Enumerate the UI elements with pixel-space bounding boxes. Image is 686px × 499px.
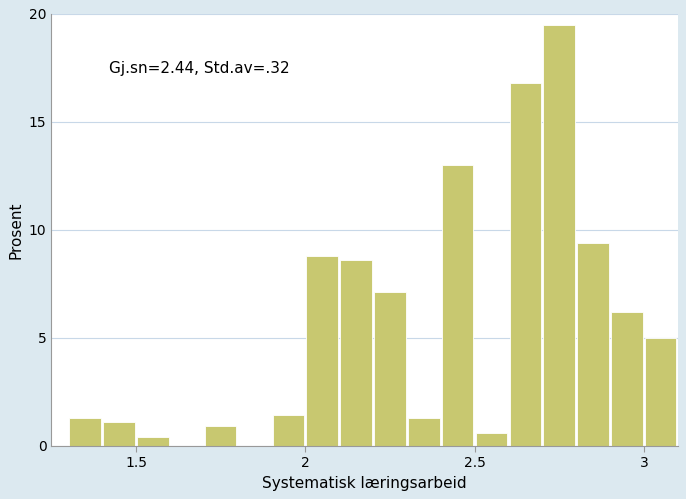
- Bar: [374, 292, 405, 446]
- Y-axis label: Prosent: Prosent: [8, 201, 23, 258]
- Text: Gj.sn=2.44, Std.av=.32: Gj.sn=2.44, Std.av=.32: [109, 61, 289, 76]
- Bar: [272, 416, 304, 446]
- Bar: [137, 437, 169, 446]
- Bar: [543, 24, 575, 446]
- Bar: [307, 255, 338, 446]
- Bar: [442, 165, 473, 446]
- Bar: [205, 426, 237, 446]
- Bar: [611, 312, 643, 446]
- Bar: [104, 422, 135, 446]
- Bar: [578, 243, 608, 446]
- Bar: [408, 418, 440, 446]
- Bar: [510, 83, 541, 446]
- Bar: [475, 433, 507, 446]
- Bar: [340, 260, 372, 446]
- Bar: [69, 418, 101, 446]
- Bar: [645, 338, 676, 446]
- X-axis label: Systematisk læringsarbeid: Systematisk læringsarbeid: [262, 476, 467, 491]
